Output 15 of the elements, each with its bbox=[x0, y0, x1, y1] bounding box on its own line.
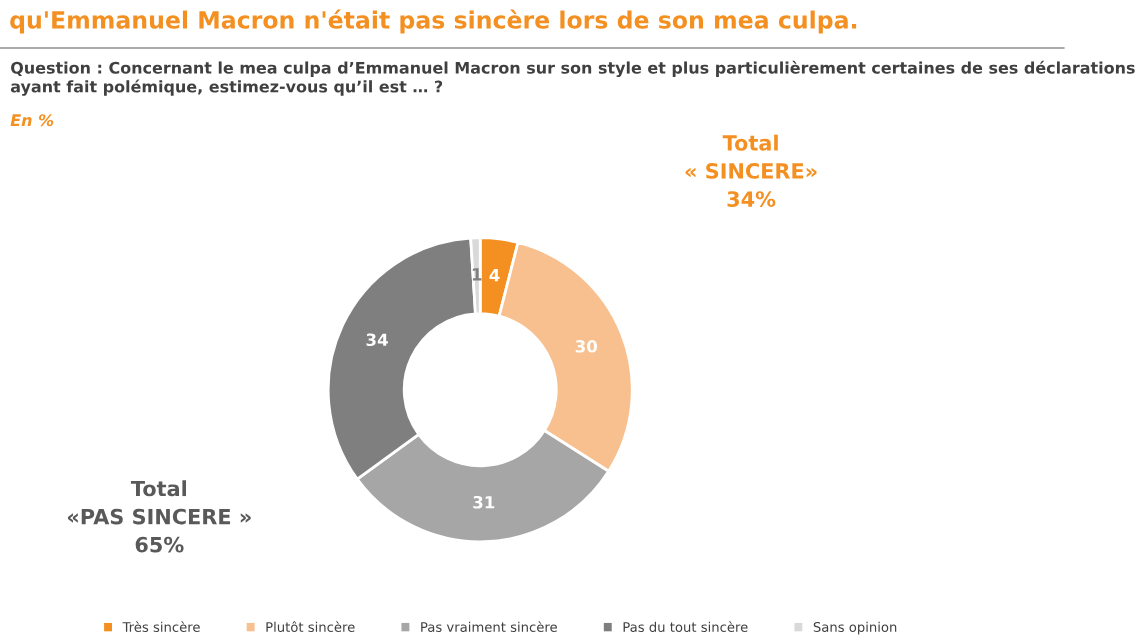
legend-label: Pas du tout sincère bbox=[623, 621, 748, 632]
data-label: 4 bbox=[489, 269, 500, 282]
legend-label: Très sincère bbox=[122, 621, 200, 632]
text: En % bbox=[10, 114, 54, 127]
data-label: 34 bbox=[366, 333, 388, 347]
text: Total « SINCERE» 34% bbox=[685, 134, 817, 207]
data-label: 1 bbox=[472, 268, 482, 281]
legend-label: Sans opinion bbox=[813, 621, 897, 635]
text: Total «PAS SINCERE » 65% bbox=[67, 480, 251, 553]
data-label: 30 bbox=[575, 340, 598, 353]
legend-label: Plutôt sincère bbox=[266, 621, 355, 632]
chart-subtitle: Question : Concernant le mea culpa d’Emmanuel Macron sur son style et plus particulièrement certaines de ses déclarations ayant fait polémique, estimez-vous qu’il est … ? bbox=[10, 60, 1135, 96]
data-label: 31 bbox=[473, 495, 495, 509]
chart-title: qu'Emmanuel Macron n'était pas sincère lors de son mea culpa. bbox=[10, 9, 857, 34]
legend-label: Pas vraiment sincère bbox=[421, 621, 557, 632]
